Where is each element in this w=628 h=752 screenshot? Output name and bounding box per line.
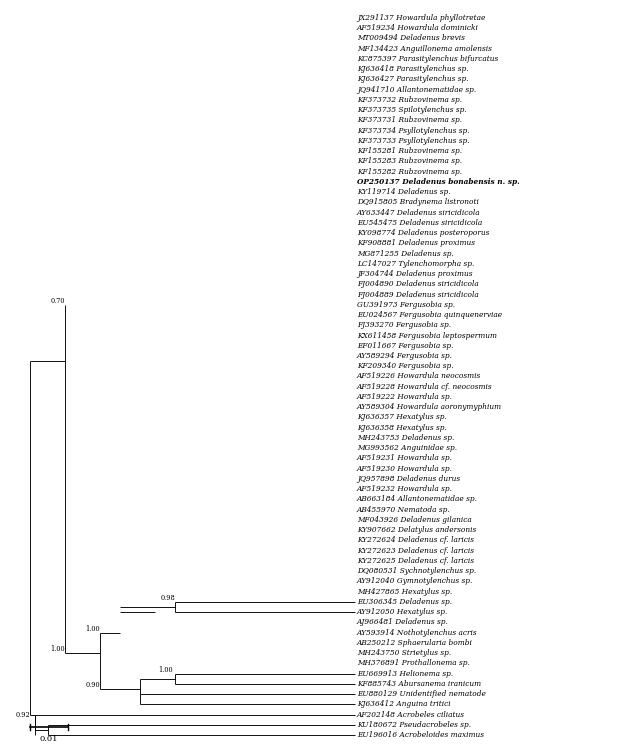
Text: KJ636358 Hexatylus sp.: KJ636358 Hexatylus sp. (357, 423, 447, 432)
Text: AF519222 Howardula sp.: AF519222 Howardula sp. (357, 393, 453, 401)
Text: AJ966481 Deladenus sp.: AJ966481 Deladenus sp. (357, 618, 449, 626)
Text: AF519228 Howardula cf. neocosmis: AF519228 Howardula cf. neocosmis (357, 383, 492, 391)
Text: KF155281 Rubzovinema sp.: KF155281 Rubzovinema sp. (357, 147, 462, 155)
Text: AF202148 Acrobeles ciliatus: AF202148 Acrobeles ciliatus (357, 711, 465, 718)
Text: JF304744 Deladenus proximus: JF304744 Deladenus proximus (357, 270, 472, 278)
Text: MF134423 Anguillonema amolensis: MF134423 Anguillonema amolensis (357, 44, 492, 53)
Text: KF908881 Deladenus proximus: KF908881 Deladenus proximus (357, 239, 475, 247)
Text: FJ004889 Deladenus siricidicola: FJ004889 Deladenus siricidicola (357, 290, 479, 299)
Text: DQ080531 Sychnotylenchus sp.: DQ080531 Sychnotylenchus sp. (357, 567, 476, 575)
Text: MH376891 Prothallonema sp.: MH376891 Prothallonema sp. (357, 660, 470, 667)
Text: MF043926 Deladenus gilanica: MF043926 Deladenus gilanica (357, 516, 472, 524)
Text: 1.00: 1.00 (50, 645, 65, 653)
Text: 0.70: 0.70 (50, 297, 65, 305)
Text: KF885743 Abursanema iranicum: KF885743 Abursanema iranicum (357, 680, 481, 688)
Text: KY272625 Deladenus cf. laricis: KY272625 Deladenus cf. laricis (357, 557, 474, 565)
Text: EU545475 Deladenus siricidicola: EU545475 Deladenus siricidicola (357, 219, 482, 227)
Text: AY593914 Nothotylenchus acris: AY593914 Nothotylenchus acris (357, 629, 478, 637)
Text: JQ957898 Deladenus durus: JQ957898 Deladenus durus (357, 475, 460, 483)
Text: MT009494 Deladenus brevis: MT009494 Deladenus brevis (357, 35, 465, 42)
Text: KY272623 Deladenus cf. laricis: KY272623 Deladenus cf. laricis (357, 547, 474, 555)
Text: KJ636357 Hexatylus sp.: KJ636357 Hexatylus sp. (357, 414, 447, 421)
Text: MH243750 Strietylus sp.: MH243750 Strietylus sp. (357, 649, 452, 657)
Text: KF373733 Psyllotylenchus sp.: KF373733 Psyllotylenchus sp. (357, 137, 470, 145)
Text: KY907662 Delatylus andersonis: KY907662 Delatylus andersonis (357, 526, 476, 534)
Text: KF373732 Rubzovinema sp.: KF373732 Rubzovinema sp. (357, 96, 462, 104)
Text: AY633447 Deladenus siricidicola: AY633447 Deladenus siricidicola (357, 208, 480, 217)
Text: AF519231 Howardula sp.: AF519231 Howardula sp. (357, 454, 453, 462)
Text: KF373731 Rubzovinema sp.: KF373731 Rubzovinema sp. (357, 117, 462, 124)
Text: 1.00: 1.00 (158, 666, 173, 674)
Text: AB250212 Sphaerularia bombi: AB250212 Sphaerularia bombi (357, 638, 473, 647)
Text: KJ636412 Anguina tritici: KJ636412 Anguina tritici (357, 700, 451, 708)
Text: AF519232 Howardula sp.: AF519232 Howardula sp. (357, 485, 453, 493)
Text: EU669913 Helionema sp.: EU669913 Helionema sp. (357, 669, 453, 678)
Text: AY912050 Hexatylus sp.: AY912050 Hexatylus sp. (357, 608, 448, 616)
Text: EU306345 Deladenus sp.: EU306345 Deladenus sp. (357, 598, 452, 606)
Text: 0.01: 0.01 (40, 735, 58, 743)
Text: EU196016 Acrobeloides maximus: EU196016 Acrobeloides maximus (357, 731, 484, 739)
Text: AY912040 Gymnotylenchus sp.: AY912040 Gymnotylenchus sp. (357, 578, 474, 585)
Text: MG871255 Deladenus sp.: MG871255 Deladenus sp. (357, 250, 454, 258)
Text: 1.00: 1.00 (85, 625, 100, 632)
Text: KJ636427 Parasitylenchus sp.: KJ636427 Parasitylenchus sp. (357, 75, 468, 83)
Text: EF011667 Fergusobia sp.: EF011667 Fergusobia sp. (357, 341, 453, 350)
Text: AB455970 Nematoda sp.: AB455970 Nematoda sp. (357, 505, 451, 514)
Text: AY589294 Fergusobia sp.: AY589294 Fergusobia sp. (357, 352, 453, 360)
Text: EU024567 Fergusobia quinquenerviae: EU024567 Fergusobia quinquenerviae (357, 311, 502, 319)
Text: AF519226 Howardula neocosmis: AF519226 Howardula neocosmis (357, 372, 481, 381)
Text: KF155283 Rubzovinema sp.: KF155283 Rubzovinema sp. (357, 157, 462, 165)
Text: KY098774 Deladenus posteroporus: KY098774 Deladenus posteroporus (357, 229, 489, 237)
Text: MH427865 Hexatylus sp.: MH427865 Hexatylus sp. (357, 587, 452, 596)
Text: KF209340 Fergusobia sp.: KF209340 Fergusobia sp. (357, 362, 453, 370)
Text: AF519230 Howardula sp.: AF519230 Howardula sp. (357, 465, 453, 473)
Text: MG993562 Anguinidae sp.: MG993562 Anguinidae sp. (357, 444, 457, 452)
Text: MH243753 Deladenus sp.: MH243753 Deladenus sp. (357, 434, 455, 442)
Text: 0.98: 0.98 (160, 594, 175, 602)
Text: LC147027 Tylenchomorpha sp.: LC147027 Tylenchomorpha sp. (357, 260, 474, 268)
Text: OP250137 Deladenus bonabensis n. sp.: OP250137 Deladenus bonabensis n. sp. (357, 178, 520, 186)
Text: KF373734 Psyllotylenchus sp.: KF373734 Psyllotylenchus sp. (357, 126, 470, 135)
Text: EU880129 Unidentified nematode: EU880129 Unidentified nematode (357, 690, 486, 698)
Text: KU180672 Pseudacrobeles sp.: KU180672 Pseudacrobeles sp. (357, 720, 471, 729)
Text: GU391973 Fergusobia sp.: GU391973 Fergusobia sp. (357, 301, 455, 309)
Text: KC875397 Parasitylenchus bifurcatus: KC875397 Parasitylenchus bifurcatus (357, 55, 498, 63)
Text: KY119714 Deladenus sp.: KY119714 Deladenus sp. (357, 188, 451, 196)
Text: AF519234 Howardula dominicki: AF519234 Howardula dominicki (357, 24, 479, 32)
Text: 0.90: 0.90 (85, 681, 100, 689)
Text: AY589304 Howardula aoronymyphium: AY589304 Howardula aoronymyphium (357, 403, 502, 411)
Text: KY272624 Deladenus cf. laricis: KY272624 Deladenus cf. laricis (357, 536, 474, 544)
Text: DQ915805 Bradynema listronoti: DQ915805 Bradynema listronoti (357, 199, 479, 206)
Text: 0.92: 0.92 (15, 711, 30, 718)
Text: KF155282 Rubzovinema sp.: KF155282 Rubzovinema sp. (357, 168, 462, 176)
Text: AB663184 Allantonematidae sp.: AB663184 Allantonematidae sp. (357, 496, 478, 503)
Text: KX611458 Fergusobia leptospermum: KX611458 Fergusobia leptospermum (357, 332, 497, 340)
Text: KF373735 Spilotylenchus sp.: KF373735 Spilotylenchus sp. (357, 106, 467, 114)
Text: JX291137 Howardula phyllotretae: JX291137 Howardula phyllotretae (357, 14, 485, 22)
Text: FJ393270 Fergusobia sp.: FJ393270 Fergusobia sp. (357, 321, 451, 329)
Text: KJ636418 Parasitylenchus sp.: KJ636418 Parasitylenchus sp. (357, 65, 468, 73)
Text: JQ941710 Allantonematidae sp.: JQ941710 Allantonematidae sp. (357, 86, 476, 94)
Text: FJ004890 Deladenus siricidicola: FJ004890 Deladenus siricidicola (357, 280, 479, 288)
